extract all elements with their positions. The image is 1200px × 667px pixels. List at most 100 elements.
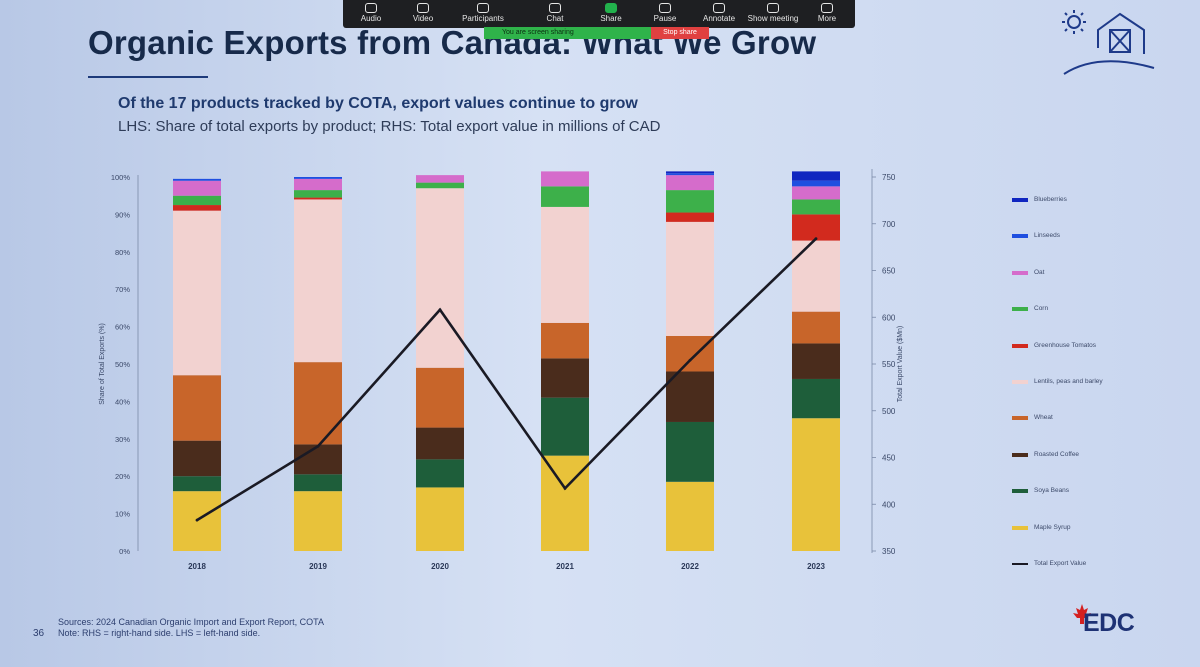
y-tick-label: 100% (111, 173, 131, 182)
legend-swatch (1012, 270, 1028, 275)
more-button[interactable]: More (799, 0, 855, 24)
line-point (195, 518, 199, 522)
legend-label: Greenhouse Tomatos (1034, 341, 1097, 349)
bar-segment (541, 206, 589, 323)
legend-swatch (1012, 234, 1028, 239)
legend-swatch (1012, 525, 1028, 530)
y2-tick-label: 600 (882, 313, 896, 322)
show-meeting-button[interactable]: Show meeting (745, 0, 801, 24)
legend-swatch (1012, 452, 1028, 457)
screen-sharing-banner: You are screen sharing (484, 27, 654, 39)
bar-segment (792, 186, 840, 200)
bar-segment (173, 476, 221, 492)
total-export-value-line (196, 237, 817, 522)
annotate-label: Annotate (702, 14, 736, 23)
bar-segment (792, 378, 840, 419)
y2-axis-title: Total Export Value ($Mn) (897, 326, 904, 403)
y2-tick-label: 450 (882, 454, 896, 463)
legend-label: Oat (1034, 268, 1045, 276)
audio-button[interactable]: Audio (343, 0, 399, 24)
bar-segment (173, 440, 221, 477)
bar-segment (792, 343, 840, 379)
line-point (688, 358, 692, 362)
rhs-lhs-note: Note: RHS = right-hand side. LHS = left-… (58, 628, 261, 638)
title-underline (88, 76, 208, 78)
x-tick-label: 2022 (681, 562, 699, 571)
chat-label: Chat (546, 14, 564, 23)
bar-segment (416, 182, 464, 189)
y-tick-label: 50% (115, 360, 130, 369)
bar-segment (666, 190, 714, 213)
y-tick-label: 30% (115, 435, 130, 444)
chat-button[interactable]: Chat (527, 0, 583, 24)
bar-segment (294, 199, 342, 363)
share-button[interactable]: Share (583, 0, 639, 24)
bar-segment (792, 214, 840, 241)
edc-logo-text: EDC (1083, 609, 1135, 637)
bar-segment (173, 375, 221, 441)
bar-segment (541, 322, 589, 359)
legend-label: Roasted Coffee (1034, 450, 1080, 458)
line-point (316, 444, 320, 448)
stop-share-button[interactable]: Stop share (651, 27, 709, 39)
show-meeting-label: Show meeting (747, 14, 799, 23)
legend-swatch (1012, 198, 1028, 202)
x-tick-label: 2021 (556, 562, 574, 571)
y-tick-label: 60% (115, 323, 130, 332)
legend-swatch (1012, 380, 1028, 384)
bar-segment (666, 212, 714, 222)
bar-segment (541, 358, 589, 398)
bar-segment (792, 311, 840, 344)
participants-label: Participants (462, 14, 504, 23)
annotate-button[interactable]: Annotate (691, 0, 747, 24)
bar-segment (173, 205, 221, 211)
line-point (563, 486, 567, 490)
audio-label: Audio (360, 14, 382, 23)
y-tick-label: 70% (115, 285, 130, 294)
more-dots-icon (821, 3, 833, 13)
bar-segment (792, 199, 840, 215)
y-tick-label: 10% (115, 510, 130, 519)
barn-sun-logo-icon (1062, 10, 1155, 75)
pause-button[interactable]: Pause (637, 0, 693, 24)
participants-button[interactable]: Participants (455, 0, 511, 24)
bar-segment (173, 210, 221, 376)
bar-segment (666, 335, 714, 372)
zoom-toolbar: Audio Video Participants Chat Share Paus… (343, 0, 855, 28)
page-number: 36 (33, 628, 45, 639)
bar-segment (666, 481, 714, 551)
legend-swatch (1012, 563, 1028, 565)
slide-description: LHS: Share of total exports by product; … (118, 118, 661, 135)
bar-segment (416, 367, 464, 428)
bar-segment (416, 459, 464, 488)
pause-label: Pause (653, 14, 677, 23)
bar-segment (666, 371, 714, 422)
y2-tick-label: 500 (882, 407, 896, 416)
y-tick-label: 40% (115, 397, 130, 406)
share-arrow-icon (605, 3, 617, 13)
bar-segment (294, 474, 342, 492)
video-button[interactable]: Video (395, 0, 451, 24)
x-tick-label: 2019 (309, 562, 327, 571)
y2-tick-label: 350 (882, 547, 896, 556)
legend-label: Corn (1034, 305, 1049, 313)
bar-segment (416, 427, 464, 460)
microphone-icon (365, 3, 377, 13)
y2-tick-label: 550 (882, 360, 896, 369)
legend-swatch (1012, 307, 1028, 312)
legend-swatch (1012, 343, 1028, 348)
bar-segment (173, 180, 221, 196)
legend-label: Wheat (1034, 414, 1053, 422)
bar-segment (294, 444, 342, 475)
bar-segment (294, 178, 342, 191)
slide-subtitle: Of the 17 products tracked by COTA, expo… (118, 95, 638, 112)
bar-segment (416, 188, 464, 368)
bar-segment (541, 171, 589, 187)
legend-label: Maple Syrup (1034, 523, 1071, 531)
legend-label: Lentils, peas and barley (1034, 378, 1103, 385)
y-tick-label: 0% (119, 547, 130, 556)
footer-notes: Sources: 2024 Canadian Organic Import an… (58, 617, 324, 639)
x-tick-label: 2023 (807, 562, 825, 571)
bar-segment (173, 195, 221, 206)
